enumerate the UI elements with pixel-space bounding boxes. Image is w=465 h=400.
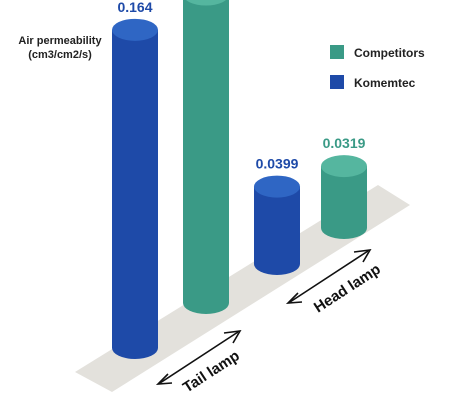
bar-top-komemtec-tail-lamp xyxy=(112,18,158,41)
tail-lamp-arrow xyxy=(155,330,242,385)
y-axis-label: Air permeability xyxy=(18,35,102,47)
value-label-komemtec-tail-lamp: 0.164 xyxy=(117,0,152,15)
legend: Competitors Komemtec xyxy=(330,45,425,90)
legend-label-komemtec: Komemtec xyxy=(354,76,416,90)
bar-komemtec-head-lamp: 0.0399 xyxy=(254,156,300,275)
chart-floor xyxy=(75,185,410,392)
y-axis-unit: (cm3/cm2/s) xyxy=(28,49,92,61)
legend-swatch-competitors xyxy=(330,45,344,59)
group-label-head-lamp: Head lamp xyxy=(311,261,384,317)
bar-competitors-tail-lamp: 0.159 xyxy=(183,0,229,314)
bar-komemtec-tail-lamp: 0.164 xyxy=(112,0,158,360)
bar-body-competitors-head-lamp xyxy=(321,166,367,239)
bar-top-komemtec-head-lamp xyxy=(254,175,300,198)
legend-label-competitors: Competitors xyxy=(354,46,425,60)
bar-top-competitors-tail-lamp xyxy=(186,0,226,6)
value-label-komemtec-head-lamp: 0.0399 xyxy=(256,156,299,172)
bar-top-competitors-head-lamp xyxy=(321,155,367,178)
value-label-competitors-head-lamp: 0.0319 xyxy=(323,135,366,151)
bar-competitors-head-lamp: 0.0319 xyxy=(321,135,367,239)
bar-body-competitors-tail-lamp xyxy=(183,0,229,314)
legend-swatch-komemtec xyxy=(330,75,344,89)
bar-body-komemtec-tail-lamp xyxy=(112,29,158,360)
bar-body-komemtec-head-lamp xyxy=(254,186,300,275)
group-label-tail-lamp: Tail lamp xyxy=(180,347,243,396)
bars-group: 0.164 0.159 0.0399 0.0319 xyxy=(112,0,367,360)
head-lamp-arrow xyxy=(285,249,372,304)
